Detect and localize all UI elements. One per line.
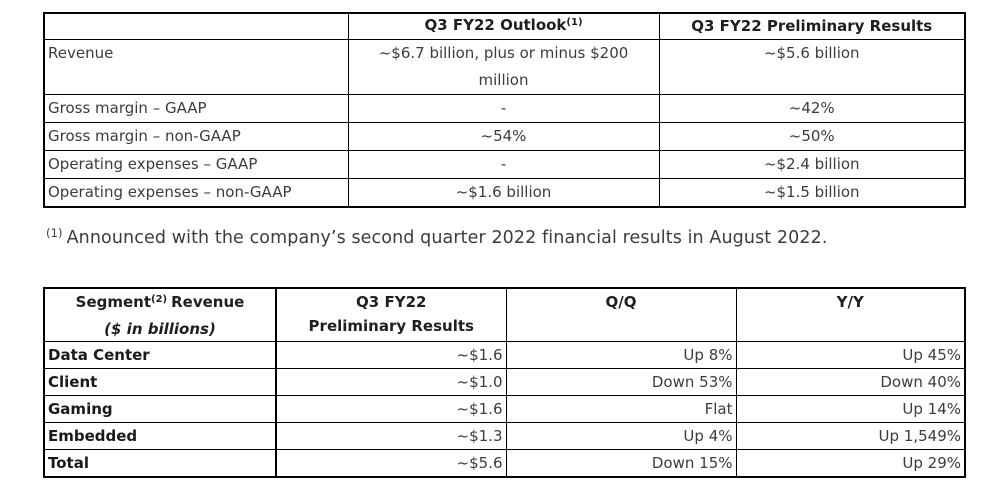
header-outlook-text: Q3 FY22 Outlook [424,16,567,34]
footnote-text: Announced with the company’s second quar… [66,228,828,248]
outlook-value: - [347,94,660,123]
segment-name: Client [43,368,277,396]
header-blank-cell [43,12,349,40]
header-preliminary-line2: Preliminary Results [308,317,474,335]
outlook-table-header-row: Q3 FY22 Outlook(1) Q3 FY22 Preliminary R… [43,12,966,40]
table-row-gross-margin-gaap: Gross margin – GAAP - ~42% [43,94,966,123]
row-label: Operating expenses – non-GAAP [43,178,349,208]
header-preliminary-results: Q3 FY22 Preliminary Results [275,287,507,342]
segment-preliminary: ~$1.3 [275,422,507,450]
header-qq: Q/Q [505,287,737,342]
segment-yy: Up 29% [735,449,966,478]
footnote-marker: (1) [46,226,63,240]
preliminary-value: ~$1.5 billion [658,178,966,208]
outlook-value: ~$6.7 billion, plus or minus $200 millio… [347,39,660,95]
header-segment-revenue: Segment(2) Revenue ($ in billions) [43,287,277,342]
segment-row-client: Client ~$1.0 Down 53% Down 40% [43,368,966,396]
table-row-opex-non-gaap: Operating expenses – non-GAAP ~$1.6 bill… [43,178,966,208]
row-label: Gross margin – non-GAAP [43,122,349,151]
header-segment-line1: Segment(2) Revenue [45,290,274,317]
segment-title: Segment [75,293,152,311]
preliminary-value: ~42% [658,94,966,123]
header-preliminary-line1: Q3 FY22 [356,293,427,311]
outlook-value: - [347,150,660,179]
row-label: Operating expenses – GAAP [43,150,349,179]
header-q3fy22-preliminary: Q3 FY22 Preliminary Results [658,12,966,40]
segment-preliminary: ~$1.0 [275,368,507,396]
segment-qq: Up 8% [505,341,737,369]
segment-yy: Up 45% [735,341,966,369]
segment-row-data-center: Data Center ~$1.6 Up 8% Up 45% [43,341,966,369]
outlook-value-text: ~$6.7 billion, plus or minus $200 millio… [378,44,629,89]
table-row-opex-gaap: Operating expenses – GAAP - ~$2.4 billio… [43,150,966,179]
outlook-value: ~54% [347,122,660,151]
segment-qq: Up 4% [505,422,737,450]
preliminary-value: ~$5.6 billion [658,39,966,95]
table-row-gross-margin-non-gaap: Gross margin – non-GAAP ~54% ~50% [43,122,966,151]
header-q3fy22-outlook: Q3 FY22 Outlook(1) [347,12,660,40]
row-label: Revenue [43,39,349,95]
footnote-1: (1) Announced with the company’s second q… [46,226,828,248]
preliminary-value: ~$2.4 billion [658,150,966,179]
segment-qq: Down 15% [505,449,737,478]
segment-name: Data Center [43,341,277,369]
outlook-value: ~$1.6 billion [347,178,660,208]
segment-yy: Down 40% [735,368,966,396]
outlook-results-table: Q3 FY22 Outlook(1) Q3 FY22 Preliminary R… [43,12,966,208]
segment-qq: Flat [505,395,737,423]
footnote-ref-2: (2) [151,294,168,305]
header-segment-subtitle: ($ in billions) [104,320,216,338]
header-yy: Y/Y [735,287,966,342]
segment-yy: Up 14% [735,395,966,423]
segment-preliminary: ~$1.6 [275,341,507,369]
footnote-ref-1: (1) [566,17,583,28]
segment-name: Total [43,449,277,478]
segment-revenue-table: Segment(2) Revenue ($ in billions) Q3 FY2… [43,287,966,478]
segment-name: Gaming [43,395,277,423]
segment-row-embedded: Embedded ~$1.3 Up 4% Up 1,549% [43,422,966,450]
segment-name: Embedded [43,422,277,450]
segment-preliminary: ~$5.6 [275,449,507,478]
row-label: Gross margin – GAAP [43,94,349,123]
segment-table-header-row: Segment(2) Revenue ($ in billions) Q3 FY2… [43,287,966,342]
segment-qq: Down 53% [505,368,737,396]
segment-row-total: Total ~$5.6 Down 15% Up 29% [43,449,966,478]
segment-row-gaming: Gaming ~$1.6 Flat Up 14% [43,395,966,423]
segment-preliminary: ~$1.6 [275,395,507,423]
segment-title-revenue: Revenue [171,293,245,311]
table-row-revenue: Revenue ~$6.7 billion, plus or minus $20… [43,39,966,95]
segment-yy: Up 1,549% [735,422,966,450]
preliminary-value: ~50% [658,122,966,151]
